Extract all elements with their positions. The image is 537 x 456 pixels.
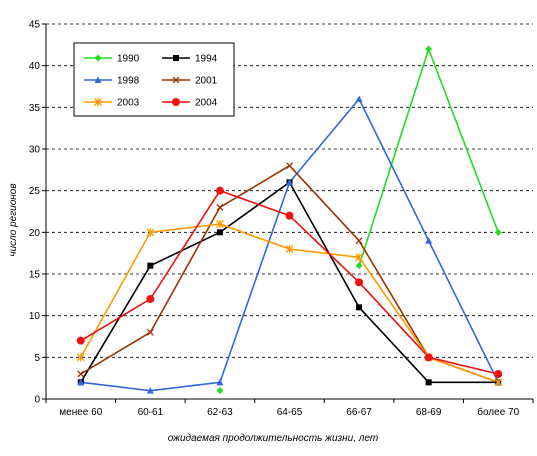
series-markers [76, 45, 503, 395]
x-tick-label: 62-63 [207, 407, 233, 418]
data-point [494, 370, 503, 378]
data-point [76, 336, 85, 345]
data-point [146, 295, 155, 303]
y-tick-label: 15 [29, 270, 41, 281]
y-tick-label: 30 [29, 145, 41, 156]
data-point [356, 304, 363, 311]
x-tick-label: 64-65 [277, 407, 303, 418]
legend-label: 2003 [117, 98, 140, 109]
data-point [355, 237, 363, 245]
data-point [285, 211, 294, 220]
data-point [173, 55, 179, 61]
data-point [494, 378, 503, 387]
series-line-2003 [80, 223, 499, 384]
data-point [94, 54, 102, 62]
data-point [215, 186, 224, 195]
data-point [216, 378, 224, 386]
data-point [77, 378, 85, 386]
data-point [76, 353, 85, 362]
series-line-1998 [80, 98, 499, 392]
x-tick-label: 66-67 [346, 407, 372, 418]
y-tick-labels: 0 5 10 15 20 25 30 35 40 45 [29, 20, 41, 406]
data-point [424, 353, 433, 362]
y-tick-label: 35 [29, 103, 41, 114]
data-point [94, 76, 102, 83]
y-tick-label: 20 [29, 228, 41, 239]
data-point [172, 76, 180, 84]
y-tick-label: 40 [29, 61, 41, 72]
data-point [94, 98, 102, 106]
legend-label: 2004 [195, 98, 218, 109]
data-point [146, 387, 154, 394]
data-point [425, 45, 433, 53]
data-point [355, 262, 363, 270]
legend-label: 1994 [195, 54, 218, 65]
data-point [286, 178, 293, 186]
data-point [216, 203, 224, 211]
series-line-1990 [358, 48, 499, 266]
data-point [146, 228, 155, 237]
y-tick-label: 45 [29, 20, 41, 31]
x-tick-label: 68-69 [416, 407, 442, 418]
y-tick-label: 10 [29, 311, 41, 322]
data-point [146, 328, 154, 336]
series-line-1994 [80, 181, 499, 384]
data-point [494, 228, 502, 236]
series-lines [80, 48, 499, 392]
data-point [285, 245, 294, 253]
data-point [425, 379, 432, 386]
legend-label: 1998 [117, 76, 140, 87]
data-point [355, 278, 364, 287]
axes [42, 23, 534, 403]
data-point [147, 262, 154, 269]
data-point [355, 95, 363, 102]
x-tick-label: более 70 [477, 406, 519, 418]
data-point [215, 220, 224, 228]
legend: 1990 1994 1998 2001 2003 2004 [73, 42, 235, 117]
y-axis-title: число регионов [8, 183, 19, 256]
series-line-2004 [80, 189, 499, 375]
data-point [425, 237, 433, 244]
data-point [77, 370, 85, 378]
x-tick-label: менее 60 [59, 407, 102, 418]
data-point [172, 98, 180, 106]
data-point [216, 229, 223, 236]
y-tick-label: 5 [34, 353, 40, 364]
series-line-2001 [80, 164, 499, 384]
data-point [355, 253, 364, 262]
y-tick-label: 0 [34, 395, 40, 406]
x-tick-label: 60-61 [138, 407, 164, 418]
legend-label: 1990 [117, 54, 140, 65]
y-tick-label: 25 [29, 186, 41, 197]
data-point [216, 387, 224, 395]
legend-label: 2001 [195, 76, 218, 87]
x-axis-title: ожидаемая продолжительность жизни, лет [168, 433, 378, 444]
x-tick-labels: менее 60 60-61 62-63 64-65 66-67 68-69 более 7… [59, 406, 519, 418]
data-point [286, 162, 293, 170]
